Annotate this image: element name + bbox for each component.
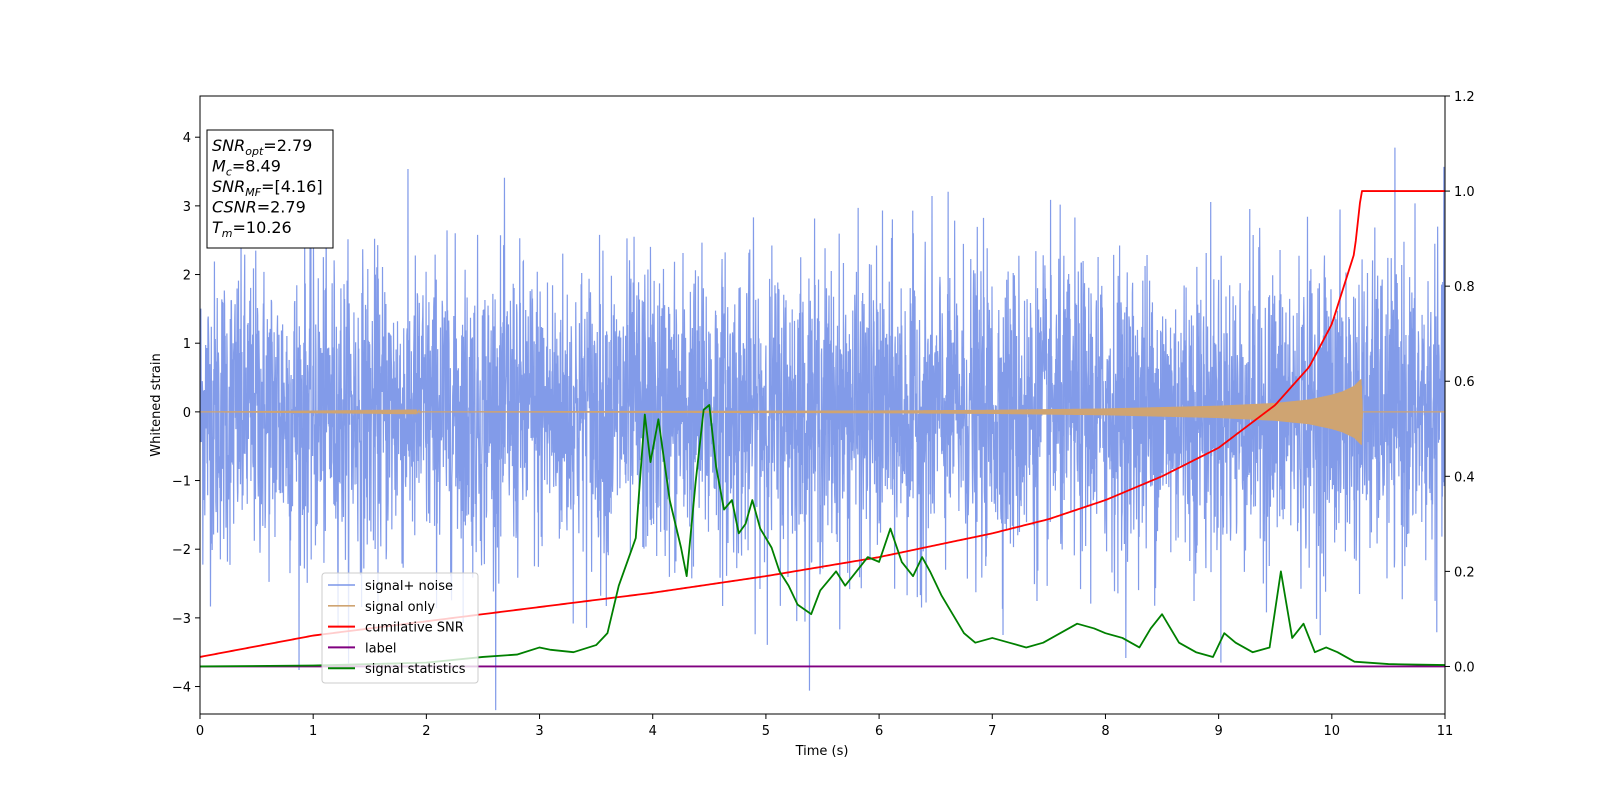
legend-label: cumilative SNR <box>365 621 464 636</box>
y2-tick-label: 1.2 <box>1454 90 1475 105</box>
legend-frame <box>321 572 479 684</box>
legend: signal+ noise signal only cumilative SNR la… <box>321 572 479 684</box>
y-tick-label: −2 <box>172 543 191 558</box>
annotation-frame <box>206 129 334 249</box>
y-tick-label: 3 <box>183 200 191 215</box>
annotation-line: SNRMF=[4.16] <box>212 177 323 199</box>
legend-label: signal+ noise <box>365 579 453 594</box>
y-tick-label: −4 <box>172 681 191 696</box>
y-tick-label: −1 <box>172 475 191 490</box>
x-tick-label: 0 <box>196 724 204 739</box>
x-tick-label: 2 <box>422 724 430 739</box>
y-tick-label: 4 <box>183 131 191 146</box>
series-signal-only-line <box>200 379 1445 445</box>
legend-label: signal only <box>365 600 435 615</box>
y-tick-label: 1 <box>183 337 191 352</box>
axes-layer: 0 1 2 3 4 5 6 7 8 9 10 1143210−1−2−3−41.21.00.80.60… <box>172 90 1475 739</box>
annotation-line: SNRopt=2.79 <box>212 136 312 158</box>
y2-tick-label: 0.4 <box>1454 470 1475 485</box>
y2-tick-label: 1.0 <box>1454 185 1475 200</box>
y2-tick-label: 0.0 <box>1454 660 1475 675</box>
y2-tick-label: 0.8 <box>1454 280 1475 295</box>
annotation-line: Tm=10.26 <box>212 218 292 240</box>
y-tick-label: 0 <box>183 406 191 421</box>
x-tick-label: 11 <box>1437 724 1454 739</box>
annotation-line: Mc=8.49 <box>212 157 281 179</box>
x-tick-label: 9 <box>1214 724 1222 739</box>
x-tick-label: 8 <box>1101 724 1109 739</box>
plot-frame <box>199 95 1446 715</box>
x-tick-label: 1 <box>309 724 317 739</box>
parameter-annotation-box: SNRopt=2.79Mc=8.49SNRMF=[4.16]CSNR=2.79T… <box>206 129 334 249</box>
x-tick-label: 10 <box>1324 724 1341 739</box>
x-axis-title: Time (s) <box>795 744 849 759</box>
x-tick-label: 7 <box>988 724 996 739</box>
series-signal-statistics-line <box>200 404 1445 668</box>
y-tick-label: 2 <box>183 269 191 284</box>
legend-label: label <box>365 641 396 656</box>
x-tick-label: 5 <box>762 724 770 739</box>
x-tick-label: 6 <box>875 724 883 739</box>
annotation-line: CSNR=2.79 <box>212 198 306 217</box>
x-tick-label: 3 <box>535 724 543 739</box>
x-tick-label: 4 <box>649 724 657 739</box>
y2-tick-label: 0.6 <box>1454 375 1475 390</box>
y2-tick-label: 0.2 <box>1454 565 1475 580</box>
y-tick-label: −3 <box>172 612 191 627</box>
y-axis-title: Whitened strain <box>149 353 164 456</box>
legend-label: signal statistics <box>365 662 466 677</box>
